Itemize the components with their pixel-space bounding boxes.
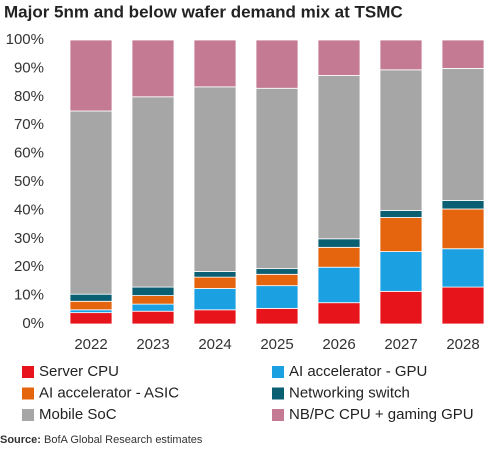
bar-segment bbox=[255, 87, 299, 270]
x-tick-label: 2025 bbox=[260, 336, 293, 353]
y-tick-label: 0% bbox=[22, 315, 44, 332]
y-tick-label: 90% bbox=[14, 59, 44, 76]
bar-segment bbox=[69, 39, 113, 112]
x-tick-label: 2028 bbox=[446, 336, 479, 353]
bar-segment bbox=[69, 110, 113, 295]
bar-segment bbox=[69, 309, 113, 314]
bar-segment bbox=[131, 286, 175, 296]
legend-swatch bbox=[22, 387, 34, 400]
legend-label: Mobile SoC bbox=[39, 406, 117, 423]
bar-segment bbox=[255, 285, 299, 309]
y-tick-label: 50% bbox=[14, 173, 44, 190]
y-tick-label: 20% bbox=[14, 258, 44, 275]
bar-segment bbox=[193, 86, 237, 272]
bar-segment bbox=[193, 309, 237, 325]
y-tick-label: 10% bbox=[14, 287, 44, 304]
legend-swatch bbox=[272, 409, 284, 421]
x-tick-label: 2023 bbox=[136, 336, 169, 353]
legend-label: AI accelerator - ASIC bbox=[39, 384, 179, 401]
bar-segment bbox=[131, 310, 175, 325]
bar-segment bbox=[441, 208, 485, 250]
bar-segment bbox=[317, 75, 361, 240]
bar-segment bbox=[441, 68, 485, 201]
bar-segment bbox=[131, 295, 175, 305]
source-text: BofA Global Research estimates bbox=[44, 434, 203, 446]
bar-segment bbox=[379, 39, 423, 71]
bar-segment bbox=[255, 273, 299, 287]
bar-segment bbox=[131, 303, 175, 312]
bar-segment bbox=[317, 238, 361, 248]
legend-swatch bbox=[22, 409, 34, 421]
bar-segment bbox=[379, 251, 423, 292]
bar-segment bbox=[317, 246, 361, 268]
bar-segment bbox=[441, 39, 485, 69]
bar-segment bbox=[69, 300, 113, 311]
bar-segment bbox=[255, 39, 299, 89]
bar-segment bbox=[193, 271, 237, 278]
chart-title: Major 5nm and below wafer demand mix at … bbox=[4, 2, 403, 21]
bar-segment bbox=[441, 200, 485, 210]
bar-segment bbox=[317, 302, 361, 325]
legend-swatch bbox=[22, 366, 34, 378]
bar-segment bbox=[379, 217, 423, 252]
y-tick-label: 100% bbox=[6, 31, 44, 48]
legend-label: NB/PC CPU + gaming GPU bbox=[289, 406, 474, 423]
legend-swatch bbox=[272, 366, 284, 378]
bar-segment bbox=[193, 39, 237, 88]
legend-label: Networking switch bbox=[289, 384, 410, 401]
bar-segment bbox=[379, 290, 423, 325]
bar-segment bbox=[69, 312, 113, 325]
bar-segment bbox=[379, 69, 423, 211]
source: Source: BofA Global Research estimates bbox=[0, 434, 203, 446]
bar-segment bbox=[317, 39, 361, 76]
bar-segment bbox=[379, 209, 423, 218]
bar-segment bbox=[193, 276, 237, 289]
bar-segment bbox=[255, 268, 299, 275]
y-tick-label: 30% bbox=[14, 230, 44, 247]
source-label: Source: bbox=[0, 434, 41, 446]
x-tick-label: 2026 bbox=[322, 336, 355, 353]
bar-segment bbox=[131, 39, 175, 98]
legend-swatch bbox=[272, 387, 284, 400]
bar-segment bbox=[441, 248, 485, 288]
bar-segment bbox=[69, 293, 113, 302]
bar-segment bbox=[441, 286, 485, 325]
y-tick-label: 80% bbox=[14, 88, 44, 105]
bar-segment bbox=[255, 307, 299, 325]
legend-label: Server CPU bbox=[39, 363, 119, 380]
x-tick-label: 2027 bbox=[384, 336, 417, 353]
x-tick-label: 2022 bbox=[74, 336, 107, 353]
legend-label: AI accelerator - GPU bbox=[289, 363, 427, 380]
x-tick-label: 2024 bbox=[198, 336, 231, 353]
bar-segment bbox=[193, 288, 237, 311]
y-tick-label: 60% bbox=[14, 145, 44, 162]
bar-segment bbox=[131, 96, 175, 288]
bar-segment bbox=[317, 266, 361, 304]
y-tick-label: 40% bbox=[14, 201, 44, 218]
y-tick-label: 70% bbox=[14, 116, 44, 133]
